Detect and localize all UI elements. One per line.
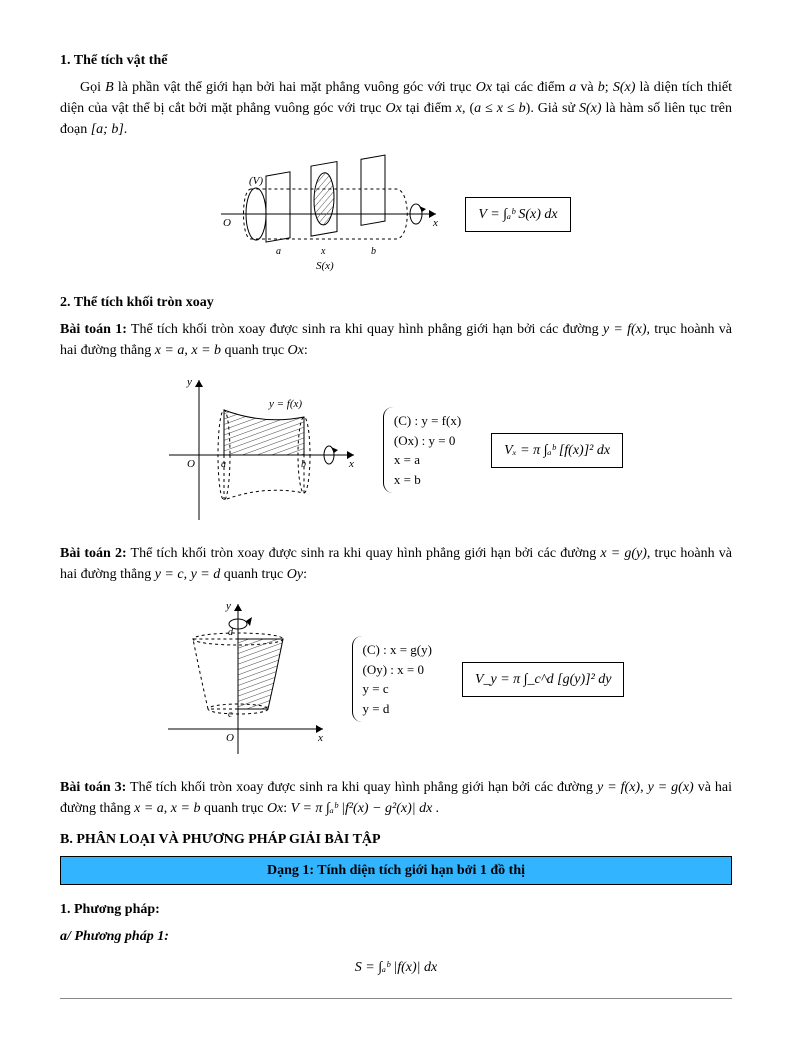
figure-2-row: x y O y = f(x) a b (C) : y = f(x) (Ox) :…	[60, 375, 732, 525]
sym-Ox: Ox	[476, 80, 492, 95]
txt: là phần vật thể giới hạn bởi hai mặt phẳ…	[114, 80, 476, 95]
label-b: b	[371, 246, 376, 257]
bt2-para: Bài toán 2: Thể tích khối tròn xoay được…	[60, 543, 732, 585]
origin: O	[187, 458, 195, 470]
sys1-l2: (Ox) : y = 0	[394, 431, 461, 451]
sys1-l3: x = a	[394, 450, 461, 470]
heading-pp: 1. Phương pháp:	[60, 899, 732, 920]
footer-divider	[60, 998, 732, 999]
txt: Gọi	[80, 80, 105, 95]
figure-3-row: x y O c d (C) : x = g(y) (Oy) : x = 0 y …	[60, 599, 732, 759]
bt2-label: Bài toán 2:	[60, 546, 127, 561]
txt: ;	[605, 80, 613, 95]
formula-area: S = ∫ₐᵇ |f(x)| dx	[60, 957, 732, 978]
figure-solid-body: x O (V) a x b S(x)	[221, 154, 441, 274]
figure-revolution-oy: x y O c d	[168, 599, 328, 759]
figure-1-row: x O (V) a x b S(x) V = ∫ₐᵇ S(x) dx	[60, 154, 732, 274]
bt3-label: Bài toán 3:	[60, 780, 126, 795]
para-1: Gọi B là phần vật thể giới hạn bởi hai m…	[60, 77, 732, 140]
label-Sx: S(x)	[316, 260, 334, 272]
eq-xa2: x = a	[134, 801, 164, 816]
txt: ). Giả sử	[526, 101, 579, 116]
eq-yd: y = d	[191, 567, 221, 582]
sys2-l1: (C) : x = g(y)	[363, 640, 432, 660]
sym-axb: a ≤ x ≤ b	[474, 101, 526, 116]
eq-yc: y = c	[155, 567, 184, 582]
txt: , (	[462, 101, 474, 116]
label-a: a	[276, 246, 281, 257]
eq-xgy: x = g(y)	[600, 546, 647, 561]
txt: :	[303, 567, 307, 582]
sym-B: B	[105, 80, 114, 95]
sym-Sx: S(x)	[613, 80, 636, 95]
sys1-l1: (C) : y = f(x)	[394, 411, 461, 431]
sym-Ox4: Ox	[267, 801, 283, 816]
axis-x: x	[348, 458, 354, 470]
eq-xb: x = b	[191, 343, 221, 358]
txt: :	[304, 343, 308, 358]
bt1-para: Bài toán 1: Thể tích khối tròn xoay được…	[60, 319, 732, 361]
formula-vx: Vₓ = π ∫ₐᵇ [f(x)]² dx	[491, 433, 623, 468]
formula-volume-body: V = ∫ₐᵇ S(x) dx	[465, 197, 570, 232]
sys1-l4: x = b	[394, 470, 461, 490]
eq-yfx: y = f(x)	[603, 322, 647, 337]
txt: .	[124, 122, 128, 137]
label-V: (V)	[249, 175, 263, 187]
figure-revolution-ox: x y O y = f(x) a b	[169, 375, 359, 525]
sym-ab: [a; b]	[91, 122, 124, 137]
system-2: (C) : x = g(y) (Oy) : x = 0 y = c y = d	[352, 636, 438, 722]
blue-heading-dang1: Dạng 1: Tính diện tích giới hạn bởi 1 đồ…	[60, 856, 732, 885]
txt: tại điểm	[402, 101, 456, 116]
sym-Sx2: S(x)	[579, 101, 602, 116]
bt3-para: Bài toán 3: Thể tích khối tròn xoay được…	[60, 777, 732, 819]
bt3-text: Thể tích khối tròn xoay được sinh ra khi…	[126, 780, 597, 795]
heading-pp1: a/ Phương pháp 1:	[60, 926, 732, 947]
axis-y3: y	[225, 600, 231, 612]
heading-section-b: B. PHÂN LOẠI VÀ PHƯƠNG PHÁP GIẢI BÀI TẬP	[60, 829, 732, 850]
txt: tại các điểm	[492, 80, 569, 95]
bt2-text: Thể tích khối tròn xoay được sinh ra khi…	[127, 546, 601, 561]
label-yfx: y = f(x)	[268, 398, 302, 410]
eq-xa: x = a	[155, 343, 185, 358]
label-b2: b	[301, 459, 306, 470]
heading-volume-revolution: 2. Thể tích khối tròn xoay	[60, 292, 732, 313]
eq-ygx: y = g(x)	[648, 780, 694, 795]
txt: quanh trục	[220, 567, 286, 582]
sym-Oy: Oy	[287, 567, 303, 582]
sys2-l4: y = d	[363, 699, 432, 719]
label-x-sec: x	[320, 246, 326, 257]
bt1-text: Thể tích khối tròn xoay được sinh ra khi…	[127, 322, 603, 337]
axis-x3: x	[317, 732, 323, 744]
eq-yfx2: y = f(x)	[597, 780, 640, 795]
sym-b: b	[598, 80, 605, 95]
system-1: (C) : y = f(x) (Ox) : y = 0 x = a x = b	[383, 407, 467, 493]
txt: quanh trục	[200, 801, 266, 816]
label-c: c	[228, 709, 233, 720]
label-a2: a	[221, 459, 226, 470]
sys2-l3: y = c	[363, 679, 432, 699]
origin-label: O	[223, 217, 231, 229]
sys2-l2: (Oy) : x = 0	[363, 660, 432, 680]
bt1-label: Bài toán 1:	[60, 322, 127, 337]
sym-Ox3: Ox	[288, 343, 304, 358]
axis-x-label: x	[432, 217, 438, 229]
eq-xb2: x = b	[171, 801, 201, 816]
formula-vy: V_y = π ∫_c^d [g(y)]² dy	[462, 662, 625, 697]
txt: :	[283, 801, 290, 816]
formula-bt3: V = π ∫ₐᵇ |f²(x) − g²(x)| dx .	[291, 801, 440, 816]
heading-volume-body: 1. Thể tích vật thể	[60, 50, 732, 71]
origin3: O	[226, 732, 234, 744]
axis-y: y	[186, 376, 192, 388]
txt: và	[576, 80, 598, 95]
sym-Ox2: Ox	[386, 101, 402, 116]
txt: quanh trục	[221, 343, 287, 358]
